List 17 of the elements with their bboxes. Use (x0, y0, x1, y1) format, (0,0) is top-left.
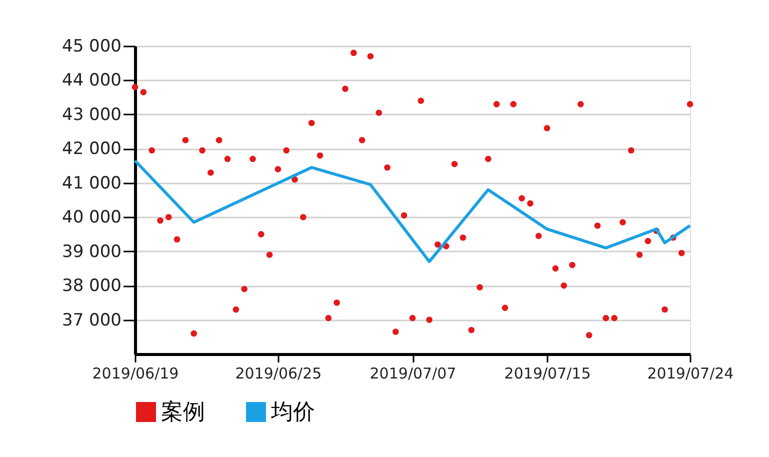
y-tick-label: 44 000 (62, 70, 122, 91)
y-tick-label: 39 000 (62, 242, 122, 262)
x-tick-label: 2019/06/25 (235, 364, 322, 382)
legend-label: 案例 (161, 400, 205, 425)
x-tick-label: 2019/06/19 (92, 364, 179, 382)
y-tick-label: 40 000 (62, 208, 122, 228)
x-tick-label: 2019/07/24 (647, 364, 734, 382)
line-series (134, 159, 692, 264)
legend-label: 均价 (270, 400, 315, 425)
y-tick-label: 45 000 (62, 36, 122, 56)
y-tick-label: 42 000 (62, 139, 122, 160)
x-tick-label: 2019/07/15 (504, 364, 591, 382)
x-tick-label: 2019/07/07 (370, 364, 456, 382)
y-tick-label: 38 000 (62, 276, 122, 296)
y-tick-label: 43 000 (62, 104, 122, 125)
y-tick-label: 37 000 (62, 310, 122, 330)
y-tick-label: 41 000 (62, 173, 122, 194)
